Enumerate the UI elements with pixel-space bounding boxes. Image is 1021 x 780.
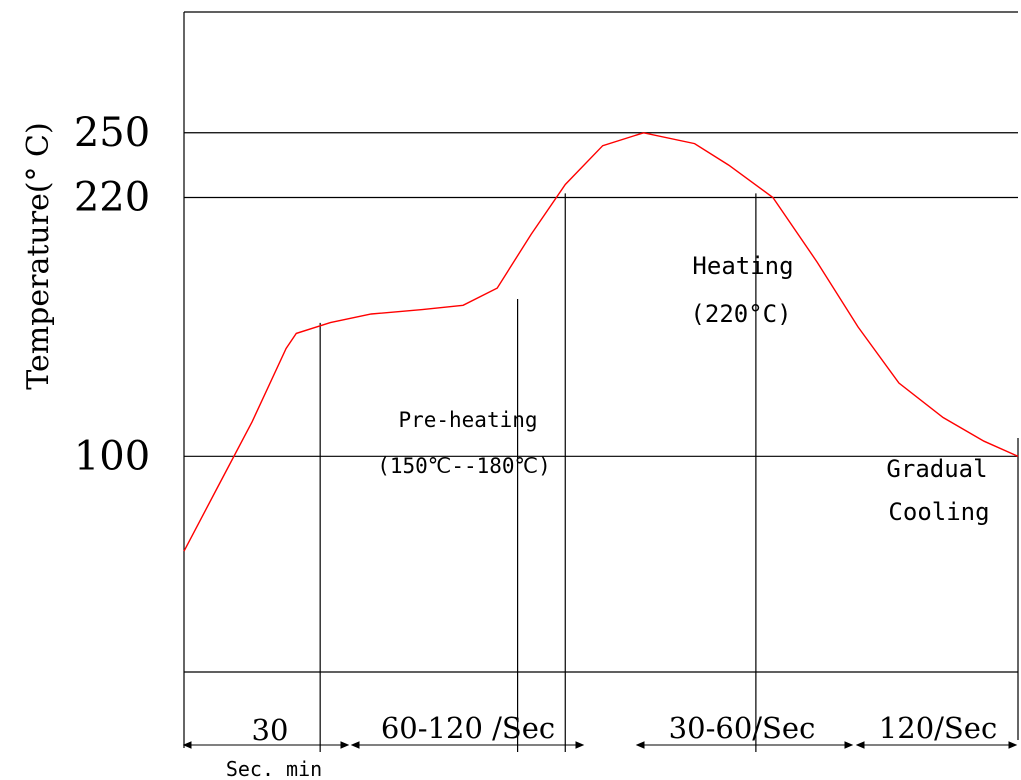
cooling-label-line1: Gradual <box>886 455 987 483</box>
cooling-label-line2: Cooling <box>888 498 989 526</box>
y-tick-250: 250 <box>74 110 150 156</box>
grid-layer <box>184 132 1018 457</box>
y-tick-100: 100 <box>74 433 150 479</box>
zone3-duration: 30-60/Sec <box>669 711 816 745</box>
y-axis-title: Temperature(° C) <box>21 122 56 389</box>
dimension-lines <box>182 741 1018 749</box>
y-tick-220: 220 <box>74 174 150 220</box>
preheat-range-label: (150℃--180℃) <box>377 454 551 478</box>
zone2-duration: 60-120 /Sec <box>381 711 555 745</box>
zone1-unit: Sec. min <box>226 757 322 780</box>
heating-temp-label: (220°C) <box>690 300 791 328</box>
zone-divider-layer <box>319 193 757 752</box>
zone1-duration: 30 <box>252 713 289 747</box>
zone4-duration: 120/Sec <box>879 711 997 745</box>
heating-label: Heating <box>692 252 793 280</box>
preheat-label: Pre-heating <box>398 408 537 432</box>
y-tick-layer: 250 220 100 <box>74 110 150 480</box>
temperature-curve <box>183 132 1019 552</box>
